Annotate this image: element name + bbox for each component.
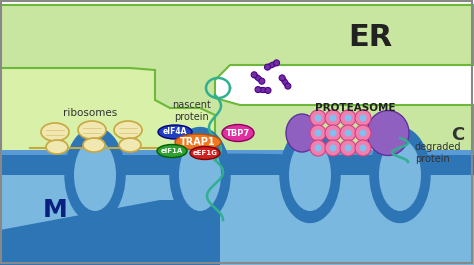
Text: ER: ER (348, 24, 392, 52)
Ellipse shape (286, 114, 318, 152)
Polygon shape (0, 5, 474, 55)
Circle shape (345, 144, 352, 152)
Circle shape (273, 60, 280, 66)
Ellipse shape (222, 125, 254, 142)
Polygon shape (0, 150, 474, 185)
Ellipse shape (157, 144, 187, 157)
Circle shape (310, 110, 326, 126)
Polygon shape (0, 155, 474, 175)
Text: PROTEASOME: PROTEASOME (315, 103, 395, 113)
Circle shape (359, 130, 366, 136)
Ellipse shape (83, 138, 105, 152)
Polygon shape (0, 68, 474, 185)
Text: TRAP1: TRAP1 (180, 137, 216, 147)
Ellipse shape (257, 87, 268, 92)
Text: TBP7: TBP7 (226, 129, 250, 138)
Text: degraded
protein: degraded protein (415, 142, 462, 164)
Circle shape (340, 110, 356, 126)
Circle shape (345, 114, 352, 121)
Circle shape (325, 140, 341, 156)
Circle shape (315, 114, 321, 121)
Circle shape (329, 114, 337, 121)
Circle shape (345, 130, 352, 136)
Ellipse shape (119, 138, 141, 152)
Circle shape (329, 130, 337, 136)
Ellipse shape (254, 74, 263, 82)
Circle shape (359, 144, 366, 152)
Ellipse shape (46, 140, 68, 154)
Bar (0, 175, 474, 265)
Circle shape (310, 125, 326, 141)
Ellipse shape (78, 121, 106, 139)
Ellipse shape (370, 127, 430, 223)
Ellipse shape (190, 147, 220, 160)
Text: eIF1A: eIF1A (161, 148, 183, 154)
Circle shape (279, 75, 285, 81)
Circle shape (264, 64, 271, 70)
Ellipse shape (281, 77, 289, 87)
Text: eEF1G: eEF1G (192, 150, 218, 156)
Text: C: C (451, 126, 465, 144)
Ellipse shape (289, 139, 331, 211)
Circle shape (265, 87, 271, 94)
Ellipse shape (267, 62, 277, 68)
Ellipse shape (280, 127, 340, 223)
Text: nascent
protein: nascent protein (173, 100, 211, 122)
Circle shape (285, 83, 291, 89)
Circle shape (255, 87, 261, 92)
Circle shape (325, 110, 341, 126)
Ellipse shape (175, 134, 221, 150)
Ellipse shape (179, 139, 221, 211)
Ellipse shape (158, 125, 192, 139)
Circle shape (251, 72, 257, 78)
Circle shape (310, 140, 326, 156)
Ellipse shape (367, 111, 409, 156)
Circle shape (315, 144, 321, 152)
Polygon shape (0, 200, 220, 265)
Circle shape (359, 114, 366, 121)
Ellipse shape (0, 155, 474, 235)
Circle shape (315, 130, 321, 136)
Ellipse shape (41, 123, 69, 141)
Circle shape (355, 110, 371, 126)
Ellipse shape (114, 121, 142, 139)
Text: eIF4A: eIF4A (163, 127, 187, 136)
Polygon shape (0, 5, 474, 165)
Circle shape (340, 125, 356, 141)
Bar (0, 175, 474, 265)
Circle shape (340, 140, 356, 156)
Circle shape (325, 125, 341, 141)
Ellipse shape (74, 139, 116, 211)
Circle shape (259, 78, 265, 84)
Circle shape (329, 144, 337, 152)
Ellipse shape (379, 139, 421, 211)
Ellipse shape (65, 127, 125, 223)
Circle shape (355, 125, 371, 141)
Circle shape (355, 140, 371, 156)
Text: M: M (43, 198, 67, 222)
Text: ribosomes: ribosomes (63, 108, 117, 118)
Ellipse shape (170, 127, 230, 223)
